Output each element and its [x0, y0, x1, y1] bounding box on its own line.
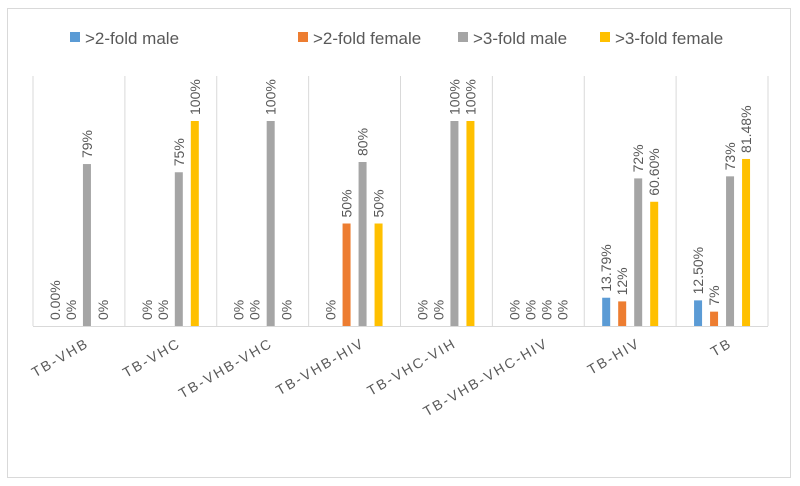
legend-item-2-fold-male: >2-fold male [70, 29, 179, 48]
data-label-2-fold-male-tb: 12.50% [690, 247, 706, 294]
category-label-tb-vhb-vhc: TB-VHB-VHC [176, 335, 275, 402]
data-label-2-fold-female-tb-vhc: 0% [155, 300, 171, 320]
data-label-3-fold-female-tb-vhb: 0% [95, 300, 111, 320]
bars [82, 121, 751, 326]
legend-label: >2-fold female [313, 29, 421, 48]
data-label-2-fold-male-tb-vhb: 0.00% [47, 280, 63, 320]
data-label-2-fold-female-tb-vhc-vih: 0% [430, 300, 446, 320]
category-label-tb-hiv: TB-HIV [585, 335, 643, 378]
legend-swatch [600, 32, 610, 42]
legend-item-2-fold-female: >2-fold female [298, 29, 421, 48]
legend-label: >2-fold male [85, 29, 179, 48]
data-label-2-fold-female-tb: 7% [706, 285, 722, 305]
legend: >2-fold male >2-fold female >3-fold male >3… [70, 29, 723, 48]
data-label-3-fold-female-tb: 81.48% [738, 105, 754, 152]
category-separators [32, 76, 769, 326]
data-label-3-fold-male-tb-vhb-vhc-hiv: 0% [538, 300, 554, 320]
data-label-3-fold-female-tb-vhb-hiv: 50% [371, 189, 387, 217]
data-label-3-fold-male-tb: 73% [722, 142, 738, 170]
data-label-3-fold-male-tb-hiv: 72% [630, 144, 646, 172]
bar-3-fold-male-tb [726, 176, 735, 326]
category-label-tb-vhb: TB-VHB [29, 335, 92, 381]
data-label-3-fold-male-tb-vhb-vhc: 100% [263, 79, 279, 115]
bar-3-fold-male-tb-vhc-vih [450, 121, 459, 326]
data-label-3-fold-female-tb-vhc: 100% [187, 79, 203, 115]
bar-2-fold-male-tb [694, 300, 703, 326]
legend-label: >3-fold female [615, 29, 723, 48]
data-label-2-fold-male-tb-vhb-vhc-hiv: 0% [506, 300, 522, 320]
data-label-2-fold-male-tb-vhc-vih: 0% [414, 300, 430, 320]
data-label-2-fold-male-tb-vhb-vhc: 0% [231, 300, 247, 320]
bar-3-fold-male-tb-hiv [634, 178, 643, 326]
bar-3-fold-female-tb-hiv [650, 201, 659, 326]
data-label-3-fold-male-tb-vhb-hiv: 80% [355, 128, 371, 156]
legend-item-3-fold-male: >3-fold male [458, 29, 567, 48]
data-label-3-fold-male-tb-vhb: 79% [79, 130, 95, 158]
bar-3-fold-male-tb-vhc [174, 172, 183, 326]
category-label-tb-vhc: TB-VHC [120, 335, 184, 381]
data-label-3-fold-female-tb-vhc-vih: 100% [462, 79, 478, 115]
data-labels: 0.00% 0%79%0% 0% 0%75%100%0% 0%100%0% 0%50%80… [47, 79, 754, 320]
bar-3-fold-male-tb-vhb-hiv [358, 162, 367, 326]
bar-3-fold-female-tb-vhc-vih [466, 121, 475, 326]
data-label-3-fold-female-tb-hiv: 60.60% [646, 148, 662, 195]
data-label-2-fold-female-tb-vhb-vhc-hiv: 0% [522, 300, 538, 320]
category-labels: TB-VHB TB-VHCTB-VHB-VHCTB-VHB-HIVTB-VHC-V… [29, 335, 735, 420]
data-label-2-fold-female-tb-hiv: 12% [614, 267, 630, 295]
legend-swatch [298, 32, 308, 42]
data-label-2-fold-male-tb-vhb-hiv: 0% [323, 300, 339, 320]
bar-3-fold-female-tb-vhc [190, 121, 199, 326]
data-label-2-fold-female-tb-vhb-vhc: 0% [247, 300, 263, 320]
data-label-3-fold-female-tb-vhb-vhc-hiv: 0% [554, 300, 570, 320]
bar-3-fold-male-tb-vhb-vhc [266, 121, 275, 326]
data-label-2-fold-female-tb-vhb-hiv: 50% [339, 189, 355, 217]
legend-label: >3-fold male [473, 29, 567, 48]
bar-2-fold-female-tb-hiv [618, 301, 627, 326]
data-label-3-fold-female-tb-vhb-vhc: 0% [279, 300, 295, 320]
category-label-tb-vhb-hiv: TB-VHB-HIV [273, 335, 367, 399]
legend-swatch [70, 32, 80, 42]
bar-3-fold-male-tb-vhb [82, 164, 91, 326]
legend-item-3-fold-female: >3-fold female [600, 29, 723, 48]
bar-3-fold-female-tb-vhb-hiv [374, 223, 383, 326]
category-label-tb-vhc-vih: TB-VHC-VIH [364, 335, 459, 399]
category-label-tb: TB [708, 335, 735, 360]
legend-swatch [458, 32, 468, 42]
data-label-2-fold-male-tb-vhc: 0% [139, 300, 155, 320]
bar-2-fold-female-tb-vhb-hiv [342, 223, 351, 326]
data-label-2-fold-male-tb-hiv: 13.79% [598, 244, 614, 291]
bar-2-fold-male-tb-hiv [602, 297, 611, 326]
bar-2-fold-female-tb [710, 311, 719, 326]
data-label-3-fold-male-tb-vhc: 75% [171, 138, 187, 166]
data-label-2-fold-female-tb-vhb: 0% [63, 300, 79, 320]
data-label-3-fold-male-tb-vhc-vih: 100% [446, 79, 462, 115]
bar-3-fold-female-tb [742, 158, 751, 326]
chart-frame [7, 8, 791, 478]
